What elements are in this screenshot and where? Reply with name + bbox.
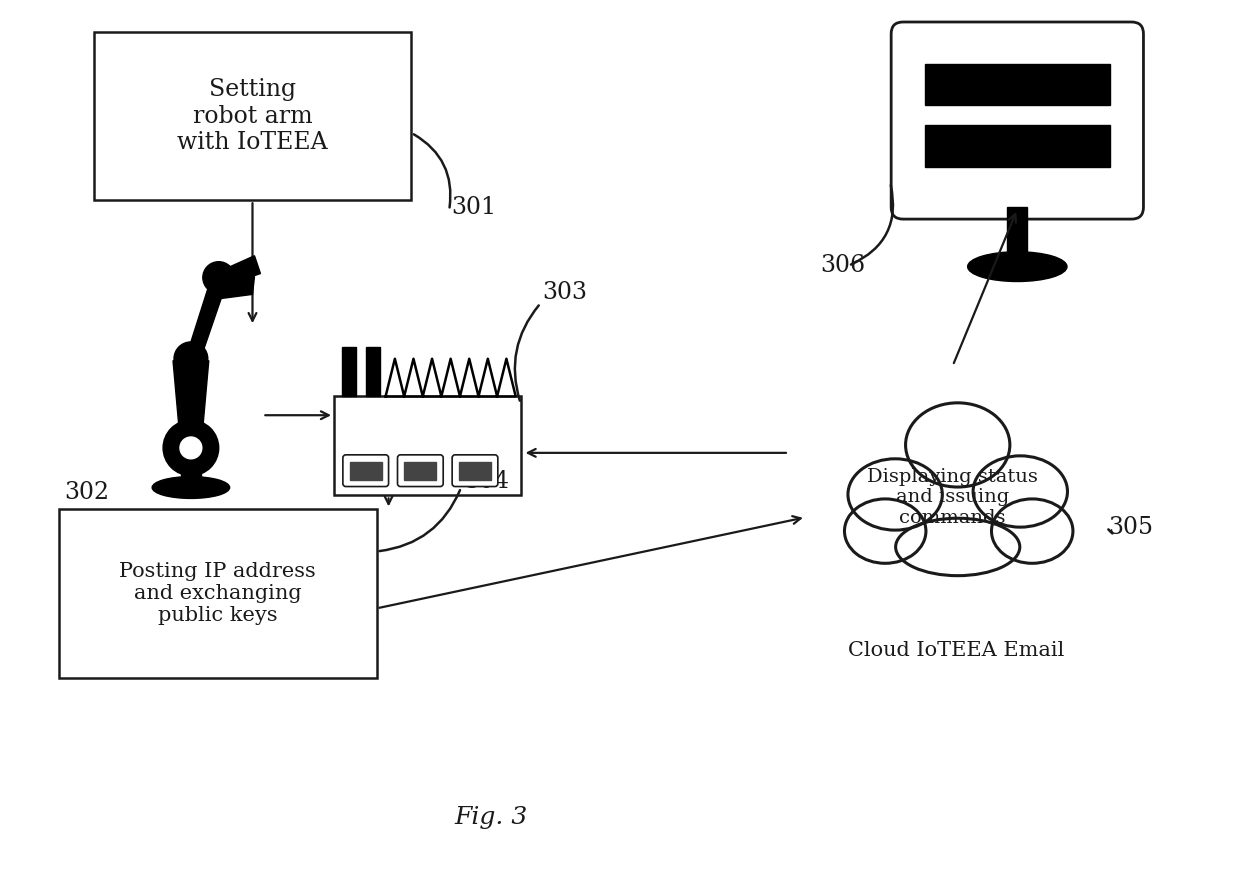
Text: Fig. 3: Fig. 3 — [454, 806, 527, 830]
Polygon shape — [404, 462, 436, 479]
Polygon shape — [459, 462, 491, 479]
Polygon shape — [925, 64, 1110, 105]
Ellipse shape — [973, 456, 1068, 527]
Polygon shape — [181, 455, 201, 488]
Circle shape — [180, 437, 202, 459]
Polygon shape — [185, 279, 228, 361]
FancyBboxPatch shape — [58, 509, 377, 678]
Ellipse shape — [967, 251, 1066, 281]
Ellipse shape — [848, 459, 942, 530]
Polygon shape — [174, 361, 208, 450]
Text: Displaying status
and issuing
commands: Displaying status and issuing commands — [867, 468, 1038, 527]
FancyArrowPatch shape — [379, 490, 460, 551]
FancyArrowPatch shape — [1109, 529, 1112, 533]
Text: 303: 303 — [543, 281, 588, 304]
Text: 304: 304 — [464, 470, 510, 492]
Ellipse shape — [153, 477, 229, 498]
Polygon shape — [925, 125, 1110, 166]
Ellipse shape — [844, 499, 926, 563]
Polygon shape — [350, 462, 382, 479]
FancyArrowPatch shape — [851, 185, 893, 265]
Polygon shape — [1007, 208, 1027, 257]
Text: Posting IP address
and exchanging
public keys: Posting IP address and exchanging public… — [119, 562, 316, 625]
Text: 305: 305 — [1109, 516, 1153, 539]
Text: 301: 301 — [451, 196, 496, 219]
Ellipse shape — [905, 403, 1009, 487]
Text: 302: 302 — [63, 482, 109, 505]
FancyBboxPatch shape — [343, 455, 388, 486]
FancyArrowPatch shape — [414, 134, 450, 208]
Text: Setting
robot arm
with IoTEEA: Setting robot arm with IoTEEA — [177, 78, 327, 154]
FancyBboxPatch shape — [93, 32, 412, 201]
Circle shape — [164, 420, 218, 476]
Text: 306: 306 — [821, 253, 866, 277]
Polygon shape — [215, 256, 260, 287]
FancyArrowPatch shape — [515, 306, 538, 400]
Text: Cloud IoTEEA Email: Cloud IoTEEA Email — [848, 641, 1065, 660]
FancyBboxPatch shape — [398, 455, 443, 486]
Ellipse shape — [895, 519, 1019, 576]
Polygon shape — [215, 277, 254, 300]
Polygon shape — [366, 347, 379, 397]
Circle shape — [203, 262, 234, 293]
FancyBboxPatch shape — [334, 397, 521, 496]
Polygon shape — [386, 359, 516, 397]
Polygon shape — [342, 347, 356, 397]
FancyBboxPatch shape — [453, 455, 497, 486]
Ellipse shape — [992, 499, 1073, 563]
Circle shape — [174, 342, 208, 376]
FancyBboxPatch shape — [892, 22, 1143, 219]
